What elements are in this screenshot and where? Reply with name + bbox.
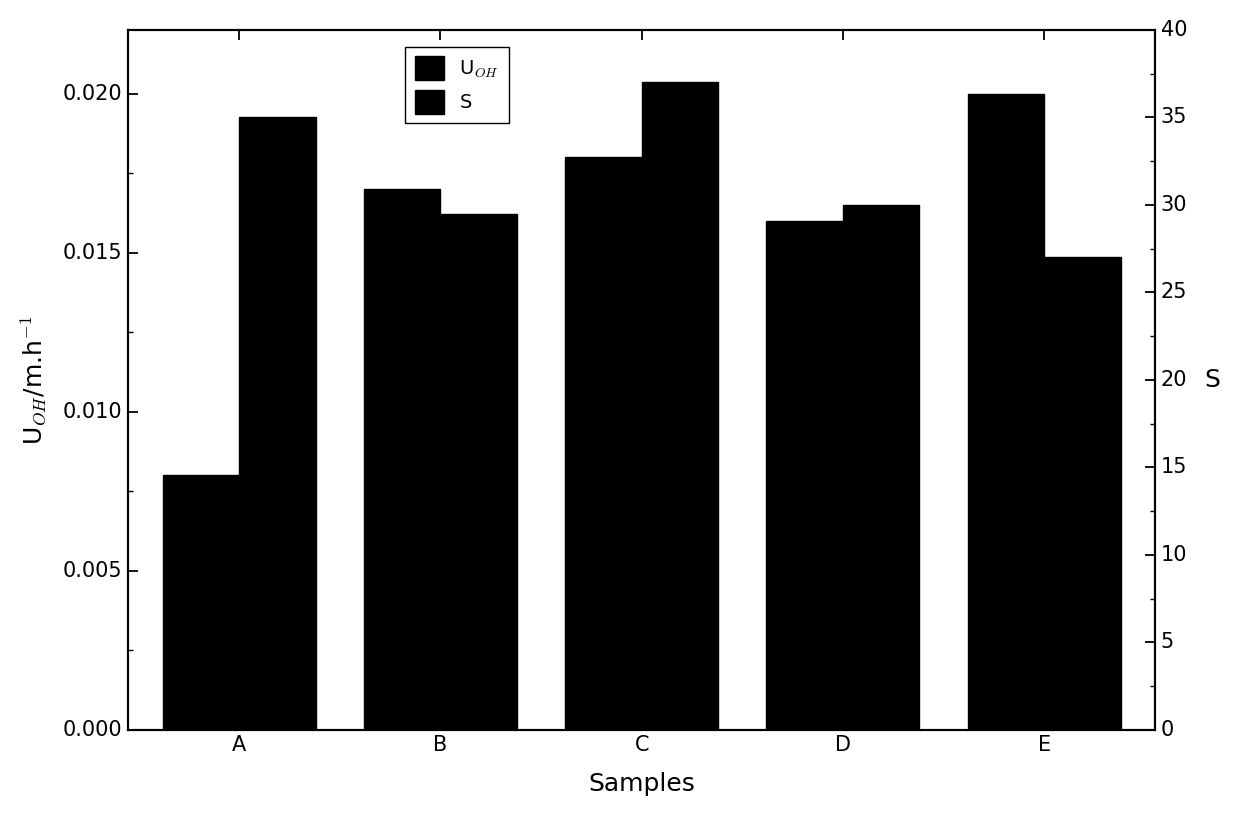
Bar [1044,257,1121,730]
Bar [843,205,920,730]
Bar [162,475,239,730]
Bar [641,82,718,730]
Bar [565,157,641,730]
Bar [766,221,843,730]
Y-axis label: U$_{OH}$/m.h$^{-1}$: U$_{OH}$/m.h$^{-1}$ [20,315,50,445]
Y-axis label: S: S [1204,368,1220,392]
Bar [239,118,315,730]
Bar [440,214,517,730]
Legend: U$_{OH}$, S: U$_{OH}$, S [405,47,508,123]
Bar [967,94,1044,730]
X-axis label: Samples: Samples [588,772,696,796]
Bar [363,189,440,730]
